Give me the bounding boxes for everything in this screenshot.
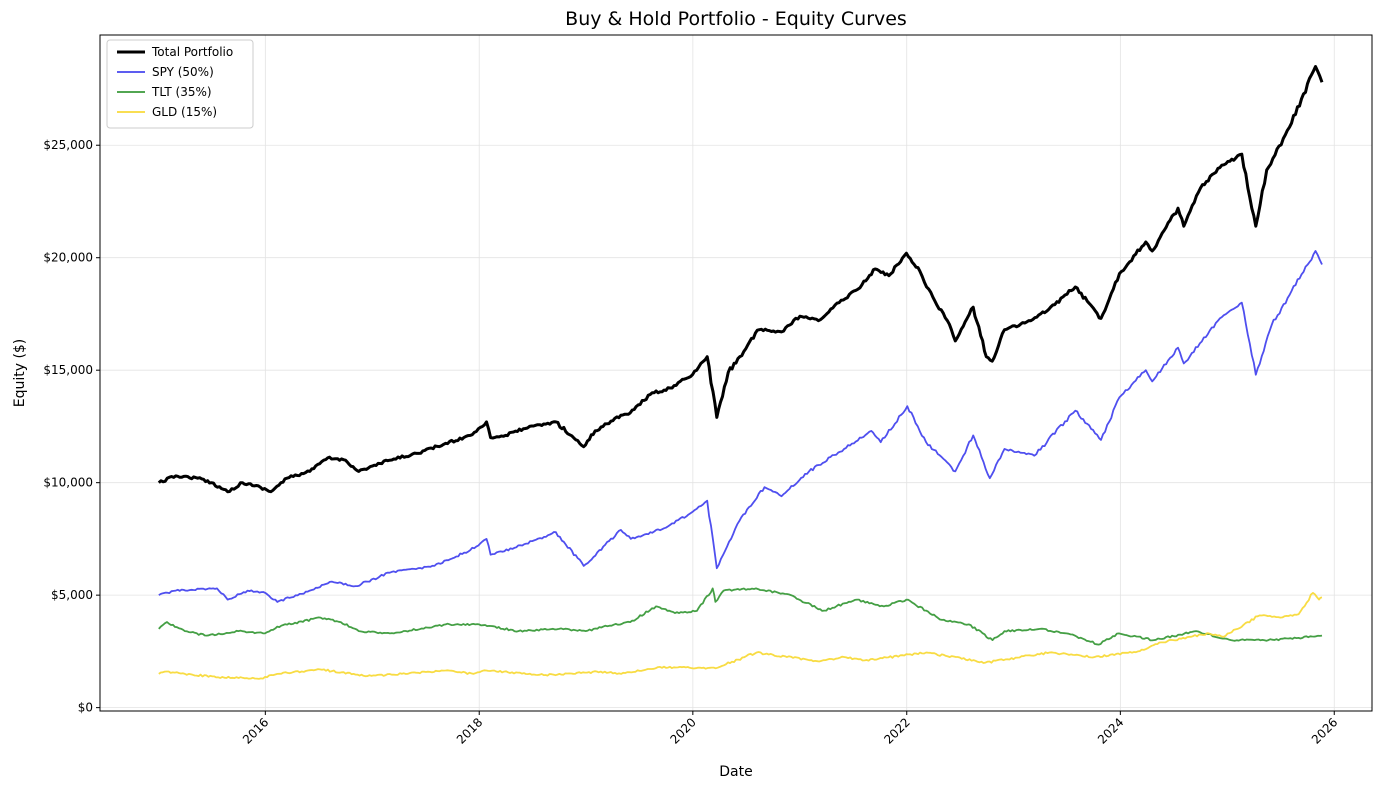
legend: Total Portfolio SPY (50%) TLT (35%) GLD (15…	[106, 39, 254, 129]
x-tick-label: 2020	[667, 715, 698, 746]
x-tick-label: 2018	[454, 715, 485, 746]
series-lines	[157, 65, 1324, 680]
series-line-total-portfolio	[157, 65, 1324, 494]
y-tick-label: $25,000	[43, 138, 93, 152]
y-tick-label: $20,000	[43, 251, 93, 265]
y-tick-label: $5,000	[51, 588, 93, 602]
x-tick-label: 2026	[1309, 715, 1340, 746]
plot-frame	[99, 34, 1373, 712]
y-tick-label: $0	[78, 701, 93, 715]
grid	[100, 35, 1372, 711]
legend-label-gld-15: GLD (15%)	[152, 105, 217, 119]
axes: $0 $5,000 $10,000 $15,000 $20,000 $25,000 2016…	[43, 138, 1340, 746]
series-line-tlt-35	[158, 587, 1323, 646]
x-axis-title: Date	[719, 764, 752, 780]
y-tick-label: $10,000	[43, 476, 93, 490]
legend-label-spy-50: SPY (50%)	[152, 65, 214, 79]
x-tick-label: 2022	[881, 715, 912, 746]
y-axis-title: Equity ($)	[12, 339, 28, 408]
series-line-spy-50	[158, 250, 1323, 603]
series-line-gld-15	[158, 592, 1323, 680]
x-tick-label: 2016	[240, 715, 271, 746]
x-tick-label: 2024	[1095, 715, 1126, 746]
legend-label-tlt-35: TLT (35%)	[151, 85, 212, 99]
y-tick-label: $15,000	[43, 363, 93, 377]
legend-label-total-portfolio: Total Portfolio	[151, 45, 233, 59]
legend-box	[106, 39, 254, 129]
chart-title: Buy & Hold Portfolio - Equity Curves	[565, 8, 907, 30]
